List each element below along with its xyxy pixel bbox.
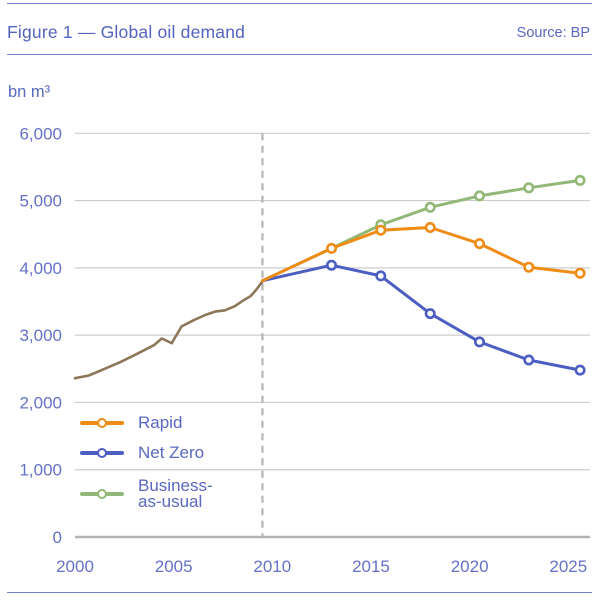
series-marker-net-zero [424,308,436,320]
bottom-divider [7,592,592,593]
series-marker-rapid [424,222,436,234]
x-tick-label: 2005 [155,557,193,576]
source-label: Source: BP [516,25,590,41]
y-tick-label: 3,000 [19,326,62,345]
series-line-net-zero [261,263,582,372]
figure-title: Figure 1 — Global oil demand [7,22,246,42]
legend-marker-icon [97,489,107,499]
header-divider [7,54,592,55]
y-tick-label: 1,000 [19,461,62,480]
legend-swatch-business-as-usual [80,489,124,499]
series-marker-rapid [574,267,586,279]
legend-swatch-rapid [80,418,124,428]
x-tick-label: 2010 [253,557,291,576]
series-marker-net-zero [325,259,337,271]
y-tick-label: 5,000 [19,192,62,211]
series-marker-net-zero [473,336,485,348]
legend-swatch-net-zero [80,448,124,458]
y-tick-label: 6,000 [19,124,62,143]
legend-item-net-zero: Net Zero [80,443,205,462]
y-tick-label: 0 [53,528,62,547]
series-marker-rapid [325,242,337,254]
series-marker-business-as-usual [473,190,485,202]
top-divider [7,3,592,4]
series-marker-rapid [473,238,485,250]
legend-label-business-as-usual: Business- as-usual [138,476,213,511]
legend-marker-icon [97,448,107,458]
x-tick-label: 2000 [56,557,94,576]
series-marker-net-zero [375,270,387,282]
legend-label-net-zero: Net Zero [138,443,205,462]
legend-item-rapid: Rapid [80,413,183,432]
series-line-history [73,280,264,380]
x-tick-label: 2025 [549,557,587,576]
series-marker-rapid [523,261,535,273]
legend-label-rapid: Rapid [138,413,183,432]
series-marker-business-as-usual [424,201,436,213]
x-tick-label: 2015 [352,557,390,576]
legend-item-business-as-usual: Business- as-usual [80,476,213,511]
series-marker-net-zero [574,364,586,376]
series-marker-business-as-usual [523,182,535,194]
series-marker-net-zero [523,354,535,366]
y-axis-unit-label: bn m³ [8,83,51,101]
y-tick-label: 4,000 [19,259,62,278]
x-tick-label: 2020 [451,557,489,576]
series-marker-business-as-usual [574,174,586,186]
y-tick-label: 2,000 [19,393,62,412]
series-marker-rapid [375,224,387,236]
series-line-rapid [261,226,582,283]
legend-marker-icon [97,418,107,428]
